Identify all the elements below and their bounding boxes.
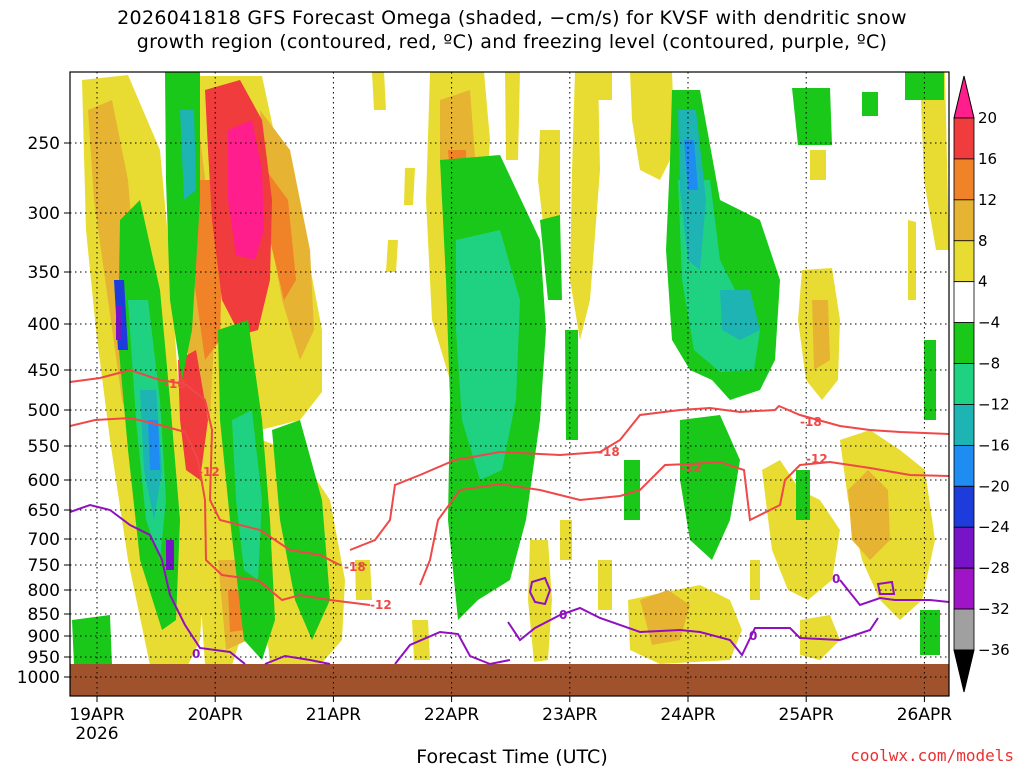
y-tick-label: 800	[28, 581, 60, 601]
dendritic-contours	[70, 368, 949, 606]
dendritic-label-8: -12	[806, 452, 828, 466]
colorbar-swatch	[953, 608, 975, 651]
colorbar-label: 12	[978, 191, 997, 209]
omega-shading	[72, 72, 949, 665]
colorbar-swatch	[953, 404, 975, 446]
y-tick-label: 300	[28, 204, 60, 224]
colorbar-swatch	[953, 363, 975, 405]
colorbar-label: −4	[978, 314, 1000, 332]
colorbar-top-arrow	[953, 75, 975, 119]
colorbar-label: 8	[978, 232, 988, 250]
x-axis-label: Forecast Time (UTC)	[416, 746, 608, 768]
x-tick-label: 22APR	[424, 705, 480, 725]
colorbar-label: −28	[978, 559, 1010, 577]
x-tick-label: 25APR	[779, 705, 835, 725]
credit-text: coolwx.com/models	[850, 746, 1014, 765]
x-tick-label: 26APR	[897, 705, 953, 725]
x-tick-sublabel: 2026	[75, 724, 118, 744]
colorbar-swatch	[953, 485, 975, 528]
colorbar-bottom-arrow	[953, 649, 975, 693]
y-tick-label: 1000	[17, 668, 60, 688]
dendritic-label-4: -12	[370, 598, 392, 612]
colorbar-label: 4	[978, 273, 988, 291]
y-axis-ticks: 2503003504004505005506006507007508008509…	[17, 134, 70, 688]
x-tick-label: 20APR	[188, 705, 244, 725]
y-tick-label: 350	[28, 263, 60, 283]
dendritic-label-6: -12	[680, 461, 702, 475]
x-tick-label: 21APR	[306, 705, 362, 725]
dendritic-label-7: -18	[800, 415, 822, 429]
colorbar-label: −36	[978, 641, 1010, 659]
plot-frame	[69, 71, 950, 697]
y-tick-label: 750	[28, 556, 60, 576]
dendritic-label-5: -18	[598, 445, 620, 459]
chart-title-line1: 2026041818 GFS Forecast Omega (shaded, −…	[117, 7, 907, 29]
y-tick-label: 850	[28, 605, 60, 625]
x-tick-label: 24APR	[660, 705, 716, 725]
y-tick-label: 500	[28, 401, 60, 421]
colorbar-swatch	[953, 240, 975, 283]
colorbar-label: −16	[978, 436, 1010, 454]
colorbar-swatch	[953, 117, 975, 160]
y-tick-label: 250	[28, 134, 60, 154]
x-tick-label: 23APR	[542, 705, 598, 725]
y-tick-label: 600	[28, 471, 60, 491]
freezing-contours	[70, 503, 949, 666]
grid-lines	[70, 72, 949, 696]
y-tick-label: 700	[28, 530, 60, 550]
colorbar-label: −8	[978, 355, 1000, 373]
colorbar-swatch	[953, 281, 975, 324]
freezing-label-4: 0	[832, 572, 840, 586]
colorbar-label: −32	[978, 600, 1010, 618]
y-tick-label: 650	[28, 501, 60, 521]
colorbar-label: −24	[978, 518, 1010, 536]
freezing-label-1: 0	[192, 647, 200, 661]
x-tick-label: 19APR	[69, 705, 125, 725]
dendritic-label-1: -18	[164, 377, 186, 391]
y-tick-label: 450	[28, 361, 60, 381]
colorbar-label: −20	[978, 477, 1010, 495]
colorbar-swatch	[953, 322, 975, 364]
colorbar-swatch	[953, 526, 975, 569]
freezing-label-3: 0	[749, 629, 757, 643]
colorbar: 20 16 12 8 4 −4 −8 −12 −16 −20 −24 −28 −32 −36	[953, 75, 1010, 693]
colorbar-swatch	[953, 444, 975, 487]
colorbar-swatch	[953, 199, 975, 242]
y-tick-label: 950	[28, 648, 60, 668]
y-tick-label: 900	[28, 627, 60, 647]
contour-labels: -18 -12 -18 -12 -18 -12 -18 -12 0 0 0 0	[164, 377, 840, 661]
dendritic-label-2: -12	[198, 465, 220, 479]
colorbar-swatch	[953, 158, 975, 201]
y-tick-label: 550	[28, 437, 60, 457]
chart-title: 2026041818 GFS Forecast Omega (shaded, −…	[0, 6, 1024, 54]
freezing-label-2: 0	[559, 608, 567, 622]
ground-layer	[70, 664, 949, 696]
colorbar-label: 16	[978, 150, 997, 168]
colorbar-swatch	[953, 567, 975, 610]
colorbar-label: 20	[978, 109, 997, 127]
dendritic-label-3: -18	[344, 560, 366, 574]
y-tick-label: 400	[28, 315, 60, 335]
colorbar-label: −12	[978, 395, 1010, 413]
chart-title-line2: growth region (contoured, red, ºC) and f…	[136, 31, 888, 53]
